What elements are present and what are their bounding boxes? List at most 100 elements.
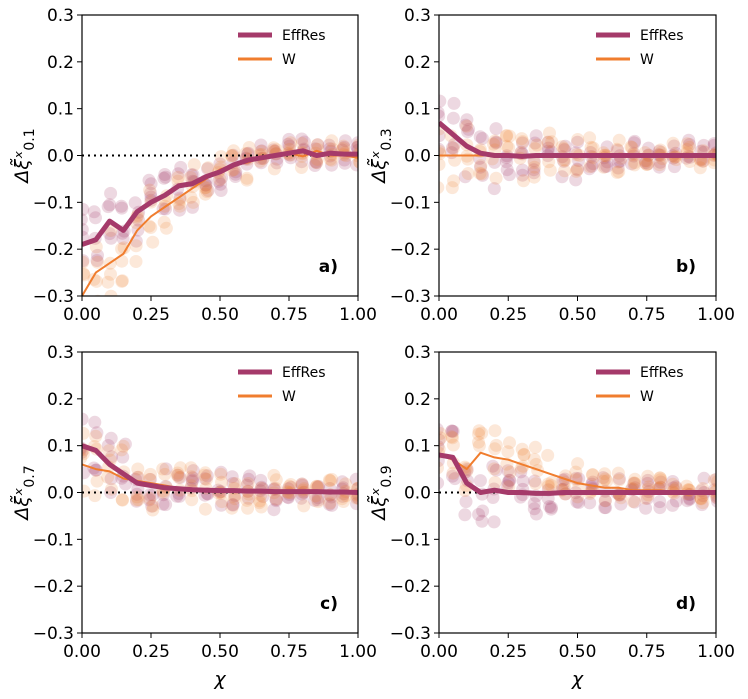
scatter-point-w [503, 465, 517, 479]
scatter-point-w [625, 141, 639, 154]
scatter-point-w [598, 494, 612, 507]
scatter-point-w [225, 501, 239, 515]
scatter-point-effres [472, 508, 486, 521]
scatter-point-w [214, 467, 228, 481]
scatter-point-effres [159, 202, 172, 216]
scatter-point-effres [103, 198, 117, 212]
scatter-point-effres [350, 497, 358, 511]
scatter-point-w [143, 183, 157, 197]
scatter-point-effres [641, 473, 655, 487]
scatter-point-effres [654, 475, 668, 489]
scatter-point-effres [311, 491, 325, 505]
scatter-point-effres [638, 156, 652, 170]
scatter-point-effres [446, 469, 459, 483]
scatter-point-effres [544, 501, 558, 514]
y-axis-label-main: Δξ̃ˣ [9, 488, 33, 522]
scatter-point-effres [488, 155, 502, 169]
scatter-point-effres [600, 155, 614, 169]
scatter-point-effres [201, 184, 215, 197]
scatter-point-w [156, 462, 170, 476]
scatter-point-w [499, 129, 513, 143]
x-tick-label: 0.75 [628, 305, 666, 325]
scatter-point-effres [157, 171, 171, 185]
scatter-point-effres [214, 465, 228, 479]
y-tick-label: −0.1 [390, 193, 431, 213]
series-line-effres [82, 148, 358, 247]
scatter-point-w [446, 438, 460, 452]
scatter-point-effres [529, 507, 543, 521]
scatter-point-effres [709, 473, 716, 486]
scatter-point-w [199, 180, 213, 194]
scatter-point-w [515, 132, 529, 146]
scatter-point-effres [82, 223, 89, 236]
scatter-point-w [555, 140, 569, 154]
scatter-point-w [569, 164, 583, 178]
scatter-point-w [600, 474, 614, 488]
scatter-point-effres [502, 473, 516, 487]
scatter-point-w [352, 492, 358, 505]
scatter-point-effres [439, 129, 446, 143]
x-tick-label: 0.50 [559, 642, 597, 662]
scatter-point-effres [350, 158, 358, 172]
legend-label-w: W [640, 389, 654, 405]
scatter-point-w [241, 477, 255, 490]
scatter-point-effres [269, 493, 283, 506]
scatter-point-w [488, 424, 502, 438]
scatter-point-effres [583, 496, 597, 510]
scatter-point-effres [310, 156, 323, 169]
scatter-point-w [240, 171, 254, 185]
scatter-point-effres [103, 227, 117, 241]
scatter-point-effres [627, 136, 641, 150]
scatter-point-effres [544, 502, 558, 516]
scatter-point-effres [229, 165, 243, 179]
scatter-point-effres [697, 471, 711, 485]
scatter-point-effres [639, 501, 653, 515]
scatter-point-effres [325, 498, 339, 512]
x-tick-label: 0.75 [270, 642, 308, 662]
scatter-point-effres [600, 140, 614, 154]
scatter-point-w [487, 137, 500, 151]
scatter-point-w [82, 255, 90, 269]
scatter-point-w [242, 141, 256, 154]
scatter-point-w [131, 493, 145, 507]
scatter-point-w [170, 468, 184, 482]
scatter-point-effres [680, 494, 694, 508]
scatter-point-w [186, 195, 200, 209]
scatter-point-effres [711, 495, 716, 508]
scatter-point-w [284, 478, 298, 491]
scatter-point-w [90, 474, 104, 488]
scatter-point-w [353, 155, 358, 169]
scatter-point-effres [500, 479, 514, 493]
scatter-point-w [628, 476, 642, 490]
scatter-point-effres [614, 497, 628, 511]
scatter-point-w [503, 436, 516, 450]
scatter-point-w [146, 235, 160, 249]
scatter-point-w [541, 136, 555, 149]
scatter-point-effres [335, 475, 349, 489]
scatter-point-w [612, 473, 626, 487]
scatter-point-effres [668, 160, 681, 174]
scatter-point-w [584, 140, 598, 154]
scatter-point-effres [445, 424, 459, 438]
scatter-point-w [129, 239, 143, 253]
legend: EffRes W [596, 365, 684, 405]
scatter-point-w [682, 140, 696, 154]
scatter-point-effres [309, 155, 323, 169]
scatter-point-effres [586, 157, 600, 171]
scatter-point-w [544, 478, 558, 492]
scatter-point-w [89, 240, 103, 254]
scatter-point-w [82, 426, 90, 440]
scatter-point-w [82, 484, 91, 498]
scatter-point-effres [157, 488, 170, 502]
scatter-point-effres [461, 125, 475, 139]
scatter-point-effres [667, 139, 681, 153]
scatter-point-effres [653, 155, 667, 169]
y-tick-label: −0.3 [390, 287, 431, 307]
scatter-point-w [528, 440, 542, 454]
panel-label: b) [676, 257, 696, 277]
scatter-point-w [439, 181, 445, 194]
scatter-point-w [325, 153, 339, 167]
scatter-point-effres [255, 144, 269, 158]
scatter-point-w [146, 499, 160, 513]
scatter-point-w [653, 471, 667, 485]
